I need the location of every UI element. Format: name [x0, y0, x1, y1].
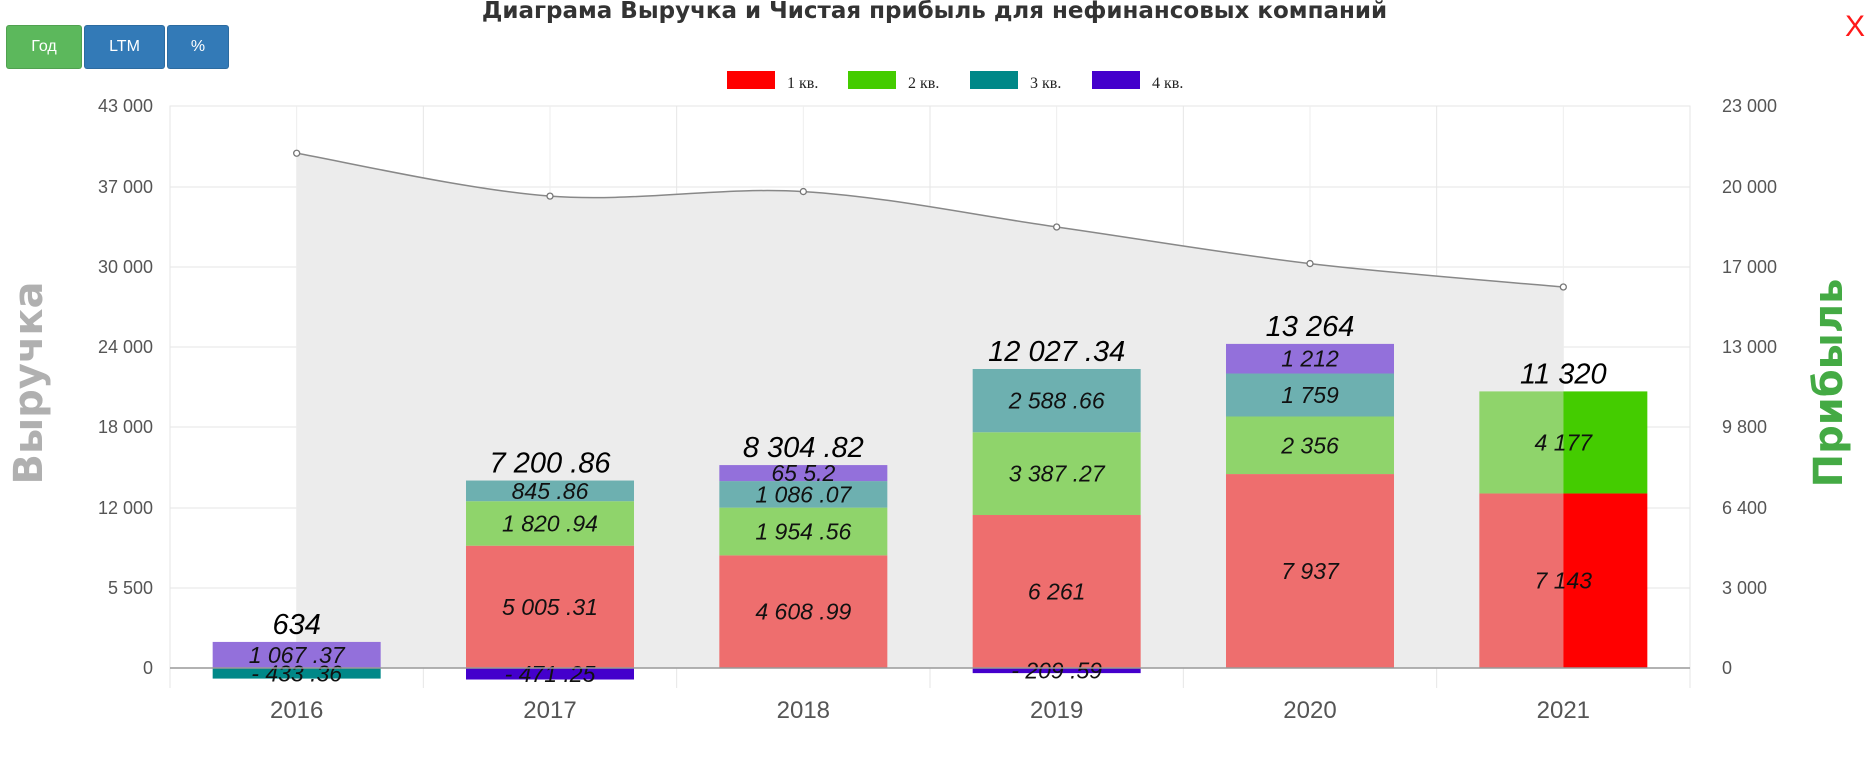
left-tick-label: 30 000 — [98, 257, 153, 277]
segment-label: 6 261 — [1028, 579, 1086, 605]
bar-segment-q2[interactable] — [1479, 391, 1564, 494]
total-label: 11 320 — [1520, 358, 1607, 390]
total-label: 13 264 — [1266, 311, 1355, 343]
right-axis-title: Прибыль — [1806, 279, 1852, 488]
revenue-point[interactable] — [293, 149, 301, 157]
legend-label-q1[interactable]: 1 кв. — [787, 75, 818, 92]
chart-legend: 1 кв. 2 кв. 3 кв. 4 кв. — [727, 71, 1183, 92]
revenue-point[interactable] — [1306, 259, 1314, 268]
left-tick-label: 0 — [143, 658, 153, 678]
x-tick-label: 2020 — [1283, 697, 1336, 724]
segment-label: 1 820 .94 — [502, 510, 598, 536]
total-label: 12 027 .34 — [988, 336, 1125, 368]
bar-segment-q2[interactable] — [719, 507, 888, 556]
revenue-line — [296, 152, 1564, 288]
x-tick-label: 2019 — [1030, 697, 1083, 724]
right-tick-label: 3 000 — [1722, 578, 1767, 598]
bar-segment-q1[interactable] — [972, 515, 1141, 668]
segment-label: 2 356 — [1280, 432, 1339, 458]
segment-label: 3 387 .27 — [1009, 461, 1106, 487]
revenue-point[interactable] — [546, 192, 554, 200]
total-label: 7 200 .86 — [490, 448, 612, 480]
left-tick-label: 43 000 — [98, 96, 153, 116]
right-tick-label: 6 400 — [1722, 498, 1767, 518]
year-button[interactable]: Год — [6, 25, 82, 69]
segment-label: - 433 .36 — [251, 660, 342, 686]
x-tick-label: 2016 — [270, 697, 323, 724]
left-tick-label: 12 000 — [98, 498, 153, 518]
bar-segment-q3[interactable] — [1226, 373, 1394, 417]
segment-label: 1 759 — [1281, 382, 1339, 408]
chart-axes: 0 5 500 12 000 18 000 24 000 30 000 37 000 43 0… — [6, 96, 1852, 724]
segment-label: 7 937 — [1281, 558, 1340, 584]
segment-label: - 209 .59 — [1011, 658, 1102, 684]
bar-segment-q3[interactable] — [972, 368, 1141, 433]
segment-label: 2 588 .66 — [1008, 388, 1105, 414]
legend-label-q3[interactable]: 3 кв. — [1030, 75, 1061, 92]
left-tick-label: 5 500 — [108, 578, 153, 598]
bar-segment-q1[interactable] — [1479, 493, 1564, 668]
right-tick-label: 20 000 — [1722, 177, 1777, 197]
legend-swatch-q3[interactable] — [970, 71, 1018, 89]
left-tick-label: 37 000 — [98, 177, 153, 197]
x-tick-label: 2021 — [1537, 697, 1590, 724]
bar-segment-q4[interactable] — [972, 668, 1141, 674]
bar-segment-q1[interactable] — [1563, 493, 1648, 668]
total-label: 8 304 .82 — [743, 432, 864, 464]
bar-segment-q4[interactable] — [466, 668, 634, 680]
segment-label: 1 212 — [1281, 346, 1339, 372]
close-button[interactable]: X — [1844, 10, 1865, 43]
legend-swatch-q4[interactable] — [1092, 71, 1140, 89]
bar-segment-q1[interactable] — [719, 555, 888, 668]
total-label: 634 — [272, 609, 320, 641]
segment-label: - 471 .25 — [505, 661, 596, 687]
bar-segment-q1[interactable] — [466, 545, 634, 668]
chart-title: Диаграма Выручка и Чистая прибыль для не… — [481, 0, 1388, 24]
right-tick-label: 23 000 — [1722, 96, 1777, 116]
bar-segment-q3[interactable] — [466, 480, 634, 502]
segment-label: 1 067 .37 — [249, 642, 346, 668]
right-tick-label: 13 000 — [1722, 337, 1777, 357]
left-axis-title: Выручка — [6, 282, 52, 485]
segment-label: 1 086 .07 — [755, 481, 852, 507]
segment-label: 1 954 .56 — [755, 519, 851, 545]
bar-segment-q1[interactable] — [1226, 474, 1394, 668]
x-tick-label: 2017 — [523, 697, 576, 724]
segment-label: 4 177 — [1535, 429, 1594, 455]
ltm-button[interactable]: LTM — [84, 25, 165, 69]
legend-swatch-q2[interactable] — [848, 71, 896, 89]
right-tick-label: 0 — [1722, 658, 1732, 678]
left-tick-label: 18 000 — [98, 417, 153, 437]
x-tick-label: 2018 — [777, 697, 830, 724]
bar-segment-q3[interactable] — [719, 481, 888, 508]
bar-segment-q4[interactable] — [212, 641, 381, 668]
right-tick-label: 9 800 — [1722, 417, 1767, 437]
bar-segment-q2[interactable] — [1226, 416, 1394, 475]
bar-segment-q2[interactable] — [1563, 391, 1648, 494]
segment-label: 4 608 .99 — [755, 599, 851, 625]
segment-label: 65 5.2 — [771, 460, 835, 486]
revenue-point[interactable] — [1053, 223, 1061, 231]
legend-swatch-q1[interactable] — [727, 71, 775, 89]
bar-segment-q2[interactable] — [972, 432, 1141, 516]
bar-segment-q3[interactable] — [212, 668, 381, 679]
bar-segment-q4[interactable] — [1226, 343, 1394, 374]
legend-label-q4[interactable]: 4 кв. — [1152, 75, 1183, 92]
right-tick-label: 17 000 — [1722, 257, 1777, 277]
revenue-point[interactable] — [1559, 283, 1567, 291]
segment-label: 845 .86 — [512, 478, 589, 504]
segment-label: 7 143 — [1535, 568, 1593, 594]
left-tick-label: 24 000 — [98, 337, 153, 357]
bar-segment-q2[interactable] — [466, 501, 634, 546]
period-toolbar: Год LTM % — [6, 25, 229, 69]
legend-label-q2[interactable]: 2 кв. — [908, 75, 939, 92]
segment-label: 5 005 .31 — [502, 594, 598, 620]
revenue-point[interactable] — [799, 187, 807, 196]
bar-segment-q4[interactable] — [719, 465, 888, 482]
percent-button[interactable]: % — [167, 25, 229, 69]
